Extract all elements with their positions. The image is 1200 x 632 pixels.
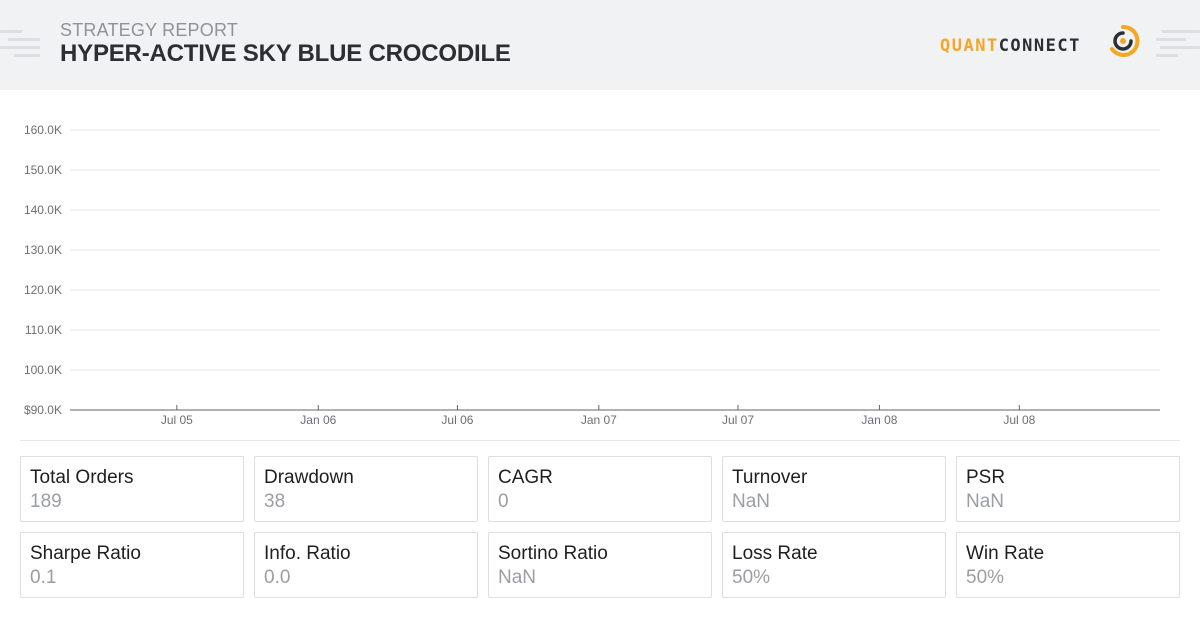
equity-chart: 160.0K 150.0K 140.0K 130.0K 120.0K 110.0K 100.… xyxy=(0,112,1200,432)
metric-value: 189 xyxy=(30,491,62,512)
metric-tile-sharpe-ratio: Sharpe Ratio 0.1 xyxy=(20,532,244,598)
metric-value: NaN xyxy=(498,567,537,588)
report-type-label: STRATEGY REPORT xyxy=(60,20,239,40)
metrics-grid: Total Orders 189 Drawdown 38 CAGR 0 Turn… xyxy=(20,456,1180,598)
metric-tile-turnover: Turnover NaN xyxy=(722,456,946,522)
metric-tile-total-orders: Total Orders 189 xyxy=(20,456,244,522)
y-tick-label: $90.0K xyxy=(24,403,62,417)
x-tick-label: Jul 08 xyxy=(1003,413,1035,427)
report-header: STRATEGY REPORT HYPER-ACTIVE SKY BLUE CR… xyxy=(0,0,1200,90)
x-tick-label: Jul 06 xyxy=(441,413,473,427)
metric-label: Turnover xyxy=(732,467,808,488)
metric-label: Total Orders xyxy=(30,467,134,488)
metric-label: PSR xyxy=(966,467,1006,488)
metric-tile-info-ratio: Info. Ratio 0.0 xyxy=(254,532,478,598)
metric-label: Loss Rate xyxy=(732,543,818,564)
quantconnect-logo-icon xyxy=(1110,24,1140,57)
y-tick-label: 110.0K xyxy=(25,323,62,337)
y-tick-label: 150.0K xyxy=(24,163,62,177)
header-decoration-right xyxy=(1156,30,1200,64)
metric-label: Win Rate xyxy=(966,543,1045,564)
x-tick-label: Jul 07 xyxy=(722,413,754,427)
metric-value: 50% xyxy=(732,567,771,588)
y-tick-label: 160.0K xyxy=(24,123,62,137)
header-decoration-left xyxy=(0,30,44,64)
metric-tile-psr: PSR NaN xyxy=(956,456,1180,522)
x-tick-label: Jul 05 xyxy=(161,413,193,427)
metric-value: 38 xyxy=(264,491,286,512)
y-tick-label: 130.0K xyxy=(24,243,62,257)
y-tick-label: 140.0K xyxy=(24,203,62,217)
metric-label: Sortino Ratio xyxy=(498,543,608,564)
metric-tile-loss-rate: Loss Rate 50% xyxy=(722,532,946,598)
x-tick-label: Jan 08 xyxy=(861,413,897,427)
quantconnect-logo: QUANTCONNECT xyxy=(940,22,1145,62)
metric-label: Drawdown xyxy=(264,467,354,488)
metric-label: Sharpe Ratio xyxy=(30,543,141,564)
metric-label: CAGR xyxy=(498,467,553,488)
metric-value: 0 xyxy=(498,491,509,512)
y-tick-label: 120.0K xyxy=(24,283,62,297)
metric-value: NaN xyxy=(966,491,1005,512)
y-tick-label: 100.0K xyxy=(24,363,62,377)
section-divider xyxy=(20,440,1180,441)
metric-tile-cagr: CAGR 0 xyxy=(488,456,712,522)
metric-value: 50% xyxy=(966,567,1005,588)
x-tick-label: Jan 06 xyxy=(300,413,336,427)
metric-label: Info. Ratio xyxy=(264,543,351,564)
metric-value: 0.0 xyxy=(264,567,291,588)
strategy-title: HYPER-ACTIVE SKY BLUE CROCODILE xyxy=(60,40,511,67)
metric-tile-sortino-ratio: Sortino Ratio NaN xyxy=(488,532,712,598)
x-tick-label: Jan 07 xyxy=(581,413,617,427)
metric-value: NaN xyxy=(732,491,771,512)
metric-tile-drawdown: Drawdown 38 xyxy=(254,456,478,522)
metric-value: 0.1 xyxy=(30,567,57,588)
equity-chart-svg: 160.0K 150.0K 140.0K 130.0K 120.0K 110.0K 100.… xyxy=(24,123,1160,427)
metric-tile-win-rate: Win Rate 50% xyxy=(956,532,1180,598)
